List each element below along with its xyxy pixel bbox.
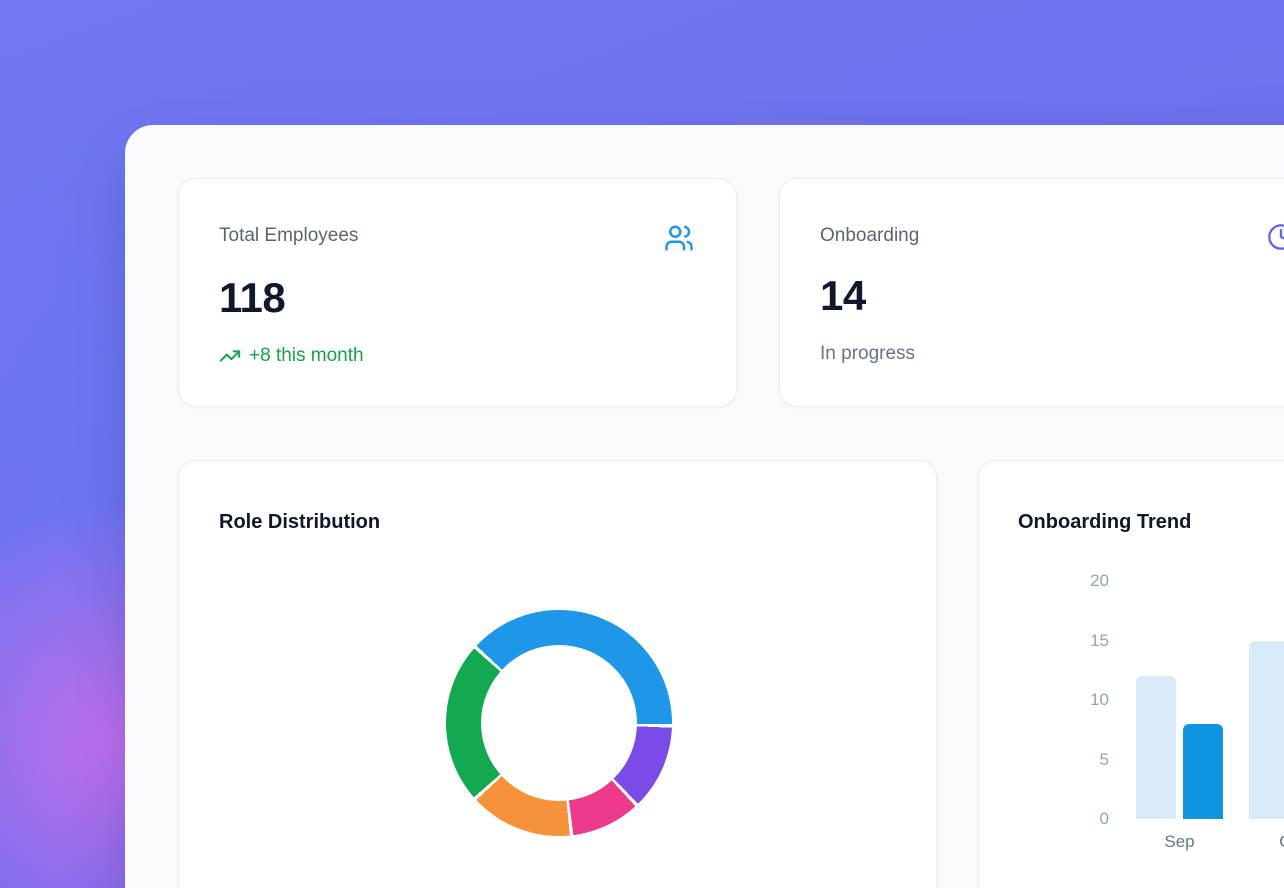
donut-hole: [481, 645, 637, 801]
role-distribution-card: Role Distribution: [178, 460, 937, 888]
trend-bar-sep-light-blue[interactable]: [1136, 676, 1176, 819]
stat-status: In progress: [820, 341, 1284, 367]
chart-title: Onboarding Trend: [1018, 511, 1192, 533]
trending-up-icon: [219, 345, 241, 367]
role-distribution-donut[interactable]: [446, 610, 672, 836]
stat-delta: +8 this month: [219, 343, 694, 369]
trend-bar-oct-light-blue[interactable]: [1249, 640, 1284, 819]
stat-card-total-employees: Total Employees 118: [178, 178, 737, 407]
stat-label: Total Employees: [219, 225, 359, 246]
x-axis-label: Oct: [1249, 831, 1284, 853]
y-axis-tick-label: 0: [1099, 809, 1109, 828]
stat-value: 14: [820, 272, 866, 319]
stat-value: 118: [219, 274, 286, 321]
y-axis-tick-label: 5: [1099, 749, 1109, 769]
stat-delta-text: +8 this month: [249, 345, 364, 366]
stat-status-text: In progress: [820, 343, 916, 364]
y-axis-tick-label: 10: [1090, 690, 1109, 709]
dashboard-panel: Total Employees 118: [125, 125, 1284, 888]
y-axis-tick-label: 20: [1090, 571, 1109, 590]
y-axis-tick-label: 15: [1090, 630, 1109, 650]
onboarding-trend-card: Onboarding Trend 0 5 10 15 20 Sep Oct: [978, 460, 1284, 888]
onboarding-trend-chart[interactable]: 0 5 10 15 20 Sep Oct: [979, 461, 1284, 888]
trend-bar-sep-dark-blue[interactable]: [1183, 723, 1223, 819]
charts-row: Role Distribution Onboarding Trend 0 5 10 1…: [178, 460, 1284, 888]
stat-label: Onboarding: [820, 225, 920, 246]
stat-card-onboarding: Onboarding 14 In progress: [779, 178, 1284, 407]
users-icon: [664, 223, 694, 253]
clock-icon: [1267, 223, 1284, 251]
stats-row: Total Employees 118: [178, 178, 1284, 407]
x-axis-label: Sep: [1164, 832, 1195, 851]
chart-title: Role Distribution: [219, 511, 381, 533]
